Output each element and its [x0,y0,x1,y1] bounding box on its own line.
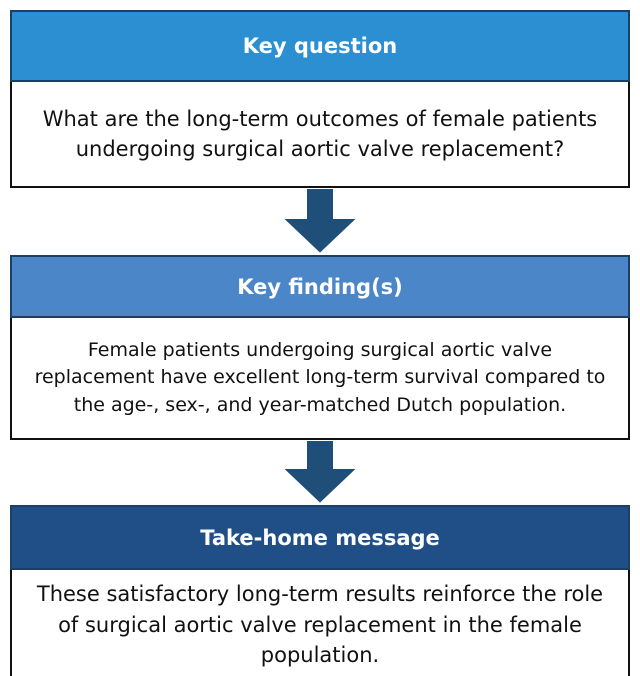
arrow [279,188,361,256]
body-line: of surgical aortic valve replacement in … [58,612,582,637]
arrow [279,440,361,506]
box-body: Female patients undergoing surgical aort… [10,318,630,440]
box-header: Take-home message [10,505,630,570]
body-line: replacement have excellent long-term sur… [34,366,606,389]
body-line: the age-, sex-, and year-matched Dutch p… [73,393,567,416]
body-line: undergoing surgical aortic valve replace… [75,137,565,161]
box-body: What are the long-term outcomes of femal… [10,82,630,188]
box-header: Key question [10,10,630,82]
box-header: Key finding(s) [10,255,630,318]
body-line: What are the long-term outcomes of femal… [42,106,598,131]
body-line: population. [260,643,380,668]
box-body: These satisfactory long-term results rei… [10,570,630,676]
body-line: These satisfactory long-term results rei… [36,582,604,607]
body-line: Female patients undergoing surgical aort… [87,338,553,361]
